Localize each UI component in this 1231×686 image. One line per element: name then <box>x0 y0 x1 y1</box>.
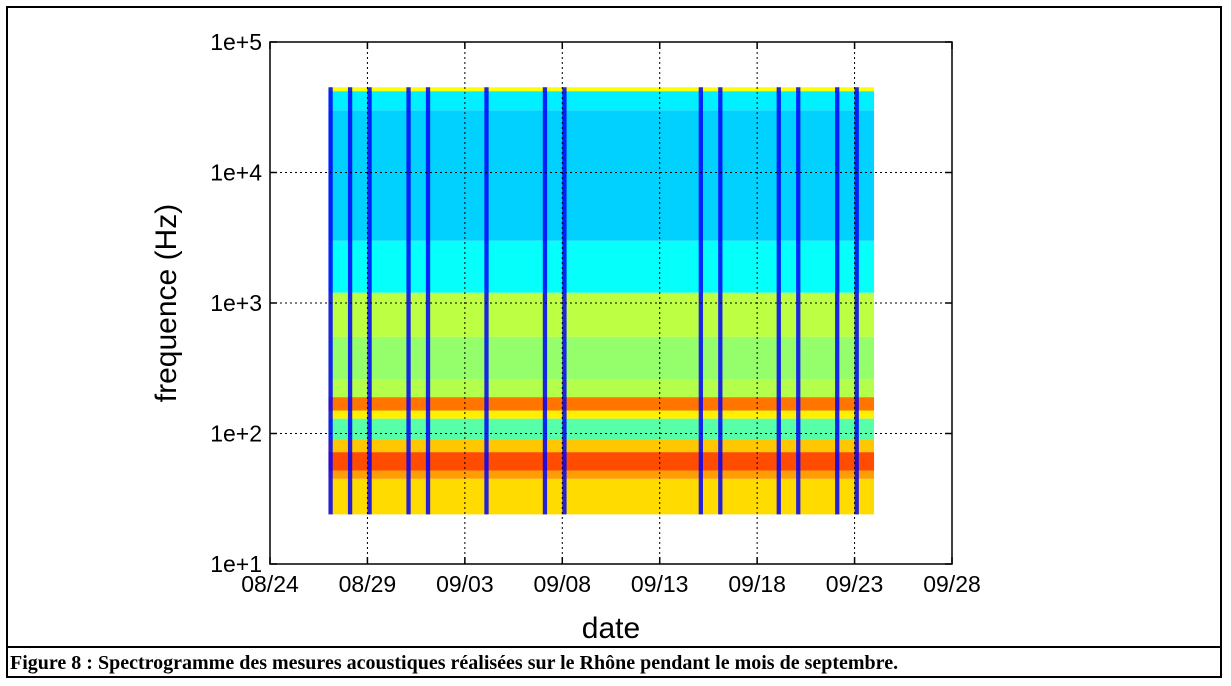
y-tick-label: 1e+3 <box>210 290 262 316</box>
x-axis-title: date <box>582 612 640 645</box>
low-level-column-10 <box>776 87 781 515</box>
frequency-band-12 <box>328 91 875 111</box>
low-level-column-12 <box>835 87 840 515</box>
frequency-band-8 <box>328 336 875 380</box>
low-level-column-5 <box>484 87 489 515</box>
x-tick-label: 09/13 <box>631 571 689 597</box>
spectrogram-chart: 08/24 08/29 09/03 09/08 09/13 09/18 09/23 09/28… <box>150 29 981 645</box>
y-axis-title: frequence (Hz) <box>150 204 183 402</box>
x-tick-label: 09/03 <box>436 571 494 597</box>
y-tick-label: 1e+5 <box>210 29 262 55</box>
low-level-column-3 <box>406 87 411 515</box>
frequency-band-2 <box>328 452 875 471</box>
x-axis-ticks: 08/24 08/29 09/03 09/08 09/13 09/18 09/23 09/28 <box>241 42 981 597</box>
frequency-band-9 <box>328 292 875 337</box>
x-tick-label: 09/18 <box>728 571 786 597</box>
frequency-band-10 <box>328 240 875 293</box>
low-level-column-4 <box>425 87 431 515</box>
y-tick-label: 1e+4 <box>210 160 262 186</box>
x-tick-label: 09/08 <box>534 571 592 597</box>
low-level-column-2 <box>367 87 372 515</box>
low-level-column-13 <box>854 87 859 515</box>
x-tick-label: 08/29 <box>339 571 397 597</box>
y-tick-label: 1e+2 <box>210 421 262 447</box>
figure-caption: Figure 8 : Spectrogramme des mesures aco… <box>10 652 899 674</box>
low-level-column-11 <box>796 87 801 515</box>
low-level-column-8 <box>698 87 703 515</box>
frequency-band-1 <box>328 470 875 479</box>
y-tick-label: 1e+1 <box>210 551 262 577</box>
low-level-column-0 <box>328 87 333 515</box>
x-tick-label: 09/23 <box>826 571 884 597</box>
grid <box>270 42 952 564</box>
y-axis-ticks: 1e+1 1e+2 1e+3 1e+4 1e+5 <box>210 29 952 577</box>
low-level-column-6 <box>542 87 548 515</box>
spectrogram-heatmap <box>328 87 875 515</box>
low-level-column-1 <box>347 87 353 515</box>
frequency-band-5 <box>328 410 875 419</box>
frequency-band-11 <box>328 110 875 241</box>
low-level-column-9 <box>718 87 723 515</box>
frequency-band-0 <box>328 478 875 515</box>
x-tick-label: 09/28 <box>923 571 981 597</box>
frequency-band-13 <box>328 87 875 92</box>
figure-frame <box>6 6 1222 678</box>
caption-divider <box>6 646 1222 648</box>
low-level-column-7 <box>562 87 567 515</box>
x-tick-label: 08/24 <box>241 571 299 597</box>
